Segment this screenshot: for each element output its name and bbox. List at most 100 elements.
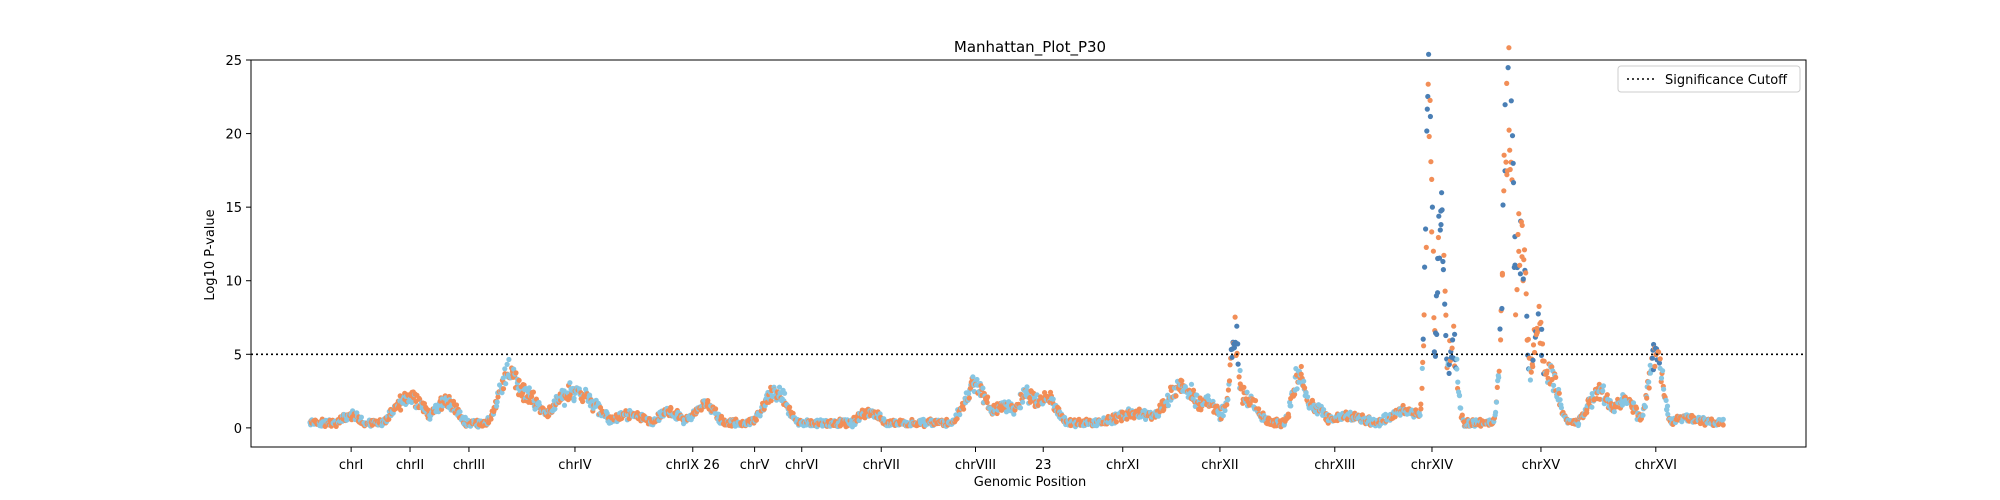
plot-frame xyxy=(250,59,1807,448)
data-point xyxy=(1454,366,1460,372)
data-point xyxy=(1501,152,1507,158)
data-point xyxy=(1503,159,1509,165)
data-points xyxy=(307,45,1726,430)
data-point xyxy=(1521,247,1528,253)
data-point xyxy=(1435,234,1441,241)
data-point xyxy=(1513,312,1519,318)
data-point xyxy=(1644,395,1650,401)
x-tick-label: chrVII xyxy=(863,458,900,473)
data-point xyxy=(1660,368,1666,374)
data-point xyxy=(1241,384,1247,390)
data-point xyxy=(1506,127,1512,133)
data-point xyxy=(495,394,501,400)
data-point xyxy=(954,416,960,422)
data-point xyxy=(1252,398,1259,404)
data-point xyxy=(1417,412,1423,418)
data-point xyxy=(1237,367,1243,374)
data-point xyxy=(1527,377,1533,383)
data-point xyxy=(1436,213,1442,219)
data-point xyxy=(1446,370,1452,376)
data-point xyxy=(1589,404,1595,410)
x-tick-label: chrXIV xyxy=(1411,458,1453,473)
data-point xyxy=(1576,421,1582,427)
data-point xyxy=(1494,384,1500,390)
data-point xyxy=(1423,226,1429,232)
data-point xyxy=(1288,403,1294,409)
data-point xyxy=(1630,400,1637,406)
data-point xyxy=(1205,393,1211,399)
data-point xyxy=(1498,337,1504,343)
data-point xyxy=(1301,378,1307,384)
data-point xyxy=(552,406,558,412)
data-point xyxy=(1664,403,1671,409)
data-point xyxy=(1517,262,1523,268)
x-tick-label: chrV xyxy=(740,458,770,473)
data-point xyxy=(1633,405,1640,411)
data-point xyxy=(1458,405,1464,411)
data-point xyxy=(506,356,512,363)
data-point xyxy=(966,395,972,401)
data-point xyxy=(1435,290,1441,296)
data-point xyxy=(1556,390,1562,396)
data-point xyxy=(1434,331,1440,337)
data-point xyxy=(1443,312,1449,318)
y-axis-label: Log10 P-value xyxy=(203,209,218,300)
data-point xyxy=(718,413,725,419)
data-point xyxy=(1505,65,1511,71)
data-point xyxy=(1657,356,1663,362)
x-tick-label: chrIX 26 xyxy=(666,458,720,473)
data-point xyxy=(1507,147,1513,153)
data-point xyxy=(1197,395,1203,401)
data-point xyxy=(1226,378,1233,384)
data-point xyxy=(1597,396,1603,402)
data-point xyxy=(1640,412,1646,418)
data-point xyxy=(561,402,568,408)
data-point xyxy=(1225,387,1231,393)
data-point xyxy=(1236,374,1242,380)
x-tick-label: chrIII xyxy=(453,458,485,473)
data-point xyxy=(1544,368,1550,374)
data-point xyxy=(1584,407,1590,413)
legend: Significance Cutoff xyxy=(1617,65,1801,93)
data-point xyxy=(1519,222,1525,228)
data-point xyxy=(1302,385,1308,391)
data-point xyxy=(453,402,460,408)
data-point xyxy=(1227,362,1233,368)
data-point xyxy=(1442,288,1448,294)
data-point xyxy=(1496,374,1502,381)
data-point xyxy=(1234,350,1240,356)
data-point xyxy=(970,374,976,380)
data-point xyxy=(1530,364,1536,370)
data-point xyxy=(1303,390,1309,396)
data-point xyxy=(1524,313,1530,319)
data-point xyxy=(1536,303,1542,309)
data-point xyxy=(1611,409,1617,415)
data-point xyxy=(974,376,980,383)
data-point xyxy=(1179,378,1185,384)
data-point xyxy=(957,412,963,418)
data-point xyxy=(1428,159,1434,165)
data-point xyxy=(1589,391,1595,397)
data-point xyxy=(1523,291,1529,297)
data-point xyxy=(1024,384,1030,390)
data-point xyxy=(494,403,500,409)
data-point xyxy=(1500,202,1506,208)
data-point xyxy=(1292,391,1298,397)
data-point xyxy=(1647,362,1653,368)
data-point xyxy=(1020,399,1026,405)
data-point xyxy=(1517,271,1523,277)
data-point xyxy=(1443,332,1449,339)
data-point xyxy=(1420,359,1426,365)
data-point xyxy=(571,395,577,401)
data-point xyxy=(1113,419,1119,425)
y-axis: 0 5 10 15 20 25 xyxy=(225,54,251,437)
data-point xyxy=(425,407,431,413)
data-point xyxy=(1520,276,1526,282)
data-point xyxy=(1720,416,1726,422)
data-point xyxy=(1509,133,1516,139)
data-point xyxy=(1441,252,1447,258)
data-point xyxy=(753,417,760,423)
data-point xyxy=(1438,222,1444,228)
data-point xyxy=(1076,416,1082,422)
data-point xyxy=(1294,386,1300,392)
